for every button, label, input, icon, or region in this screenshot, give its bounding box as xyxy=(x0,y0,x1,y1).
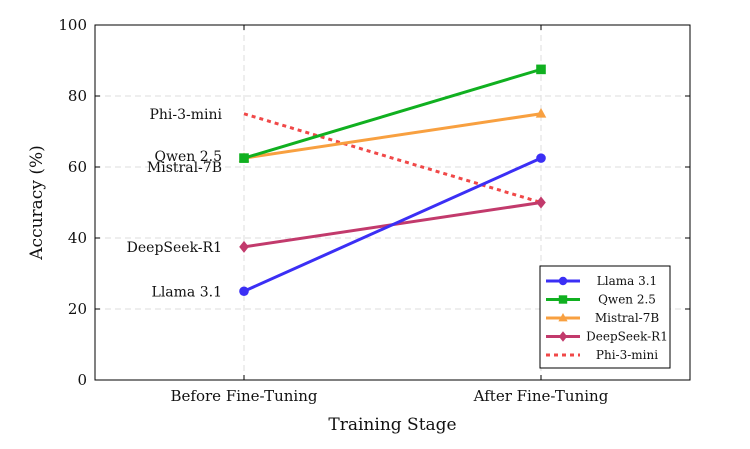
data-point xyxy=(536,64,546,75)
data-point xyxy=(536,196,546,209)
y-tick-label: 20 xyxy=(68,300,87,318)
data-point xyxy=(535,107,547,118)
legend-label: Llama 3.1 xyxy=(597,274,657,288)
legend-label: Phi-3-mini xyxy=(596,348,658,362)
series-label: Mistral-7B xyxy=(147,160,222,176)
legend-item: Qwen 2.5 xyxy=(546,293,656,307)
x-tick-label: After Fine-Tuning xyxy=(473,387,609,405)
data-point xyxy=(239,240,249,253)
series-mistral-7b xyxy=(238,107,547,162)
legend-marker xyxy=(558,331,568,342)
y-tick-label: 0 xyxy=(77,371,87,389)
legend-marker xyxy=(558,276,568,286)
data-point xyxy=(239,286,249,297)
legend-item: DeepSeek-R1 xyxy=(546,330,668,344)
legend-marker xyxy=(558,295,568,304)
series-label: DeepSeek-R1 xyxy=(127,240,222,256)
y-tick-label: 100 xyxy=(58,16,87,34)
legend-item: Phi-3-mini xyxy=(546,348,658,362)
legend-label: DeepSeek-R1 xyxy=(586,330,668,344)
series-qwen-2-5 xyxy=(239,64,546,163)
series-layer xyxy=(238,64,547,297)
data-point xyxy=(536,153,546,163)
axis-ticks: 0 20 40 60 80 100 Before Fine-Tuning After Fine… xyxy=(58,16,690,405)
series-phi-3-mini xyxy=(243,112,542,204)
legend-label: Qwen 2.5 xyxy=(598,293,656,307)
series-line xyxy=(242,112,543,160)
series-line xyxy=(242,156,543,293)
plot-frame xyxy=(94,24,691,381)
series-line xyxy=(242,67,543,160)
y-tick-label: 40 xyxy=(68,229,87,247)
legend-item: Mistral-7B xyxy=(546,311,659,325)
x-tick-label: Before Fine-Tuning xyxy=(171,387,318,405)
y-axis-title: Accuracy (%) xyxy=(27,145,47,260)
series-label: Phi-3-mini xyxy=(149,107,222,123)
legend: Llama 3.1 Qwen 2.5 Mistral-7B DeepSeek-R1 Ph… xyxy=(539,265,671,369)
legend-marker xyxy=(558,312,568,322)
legend-item: Llama 3.1 xyxy=(546,274,657,288)
series-label: Qwen 2.5 xyxy=(155,149,222,165)
x-axis-title: Training Stage xyxy=(328,415,456,435)
data-point xyxy=(239,153,249,163)
y-tick-label: 60 xyxy=(68,158,87,176)
series-label: Llama 3.1 xyxy=(152,284,222,300)
legend-label: Mistral-7B xyxy=(595,311,660,325)
series-llama-3-1 xyxy=(239,153,546,297)
y-tick-label: 80 xyxy=(68,87,87,105)
series-line xyxy=(243,112,542,204)
